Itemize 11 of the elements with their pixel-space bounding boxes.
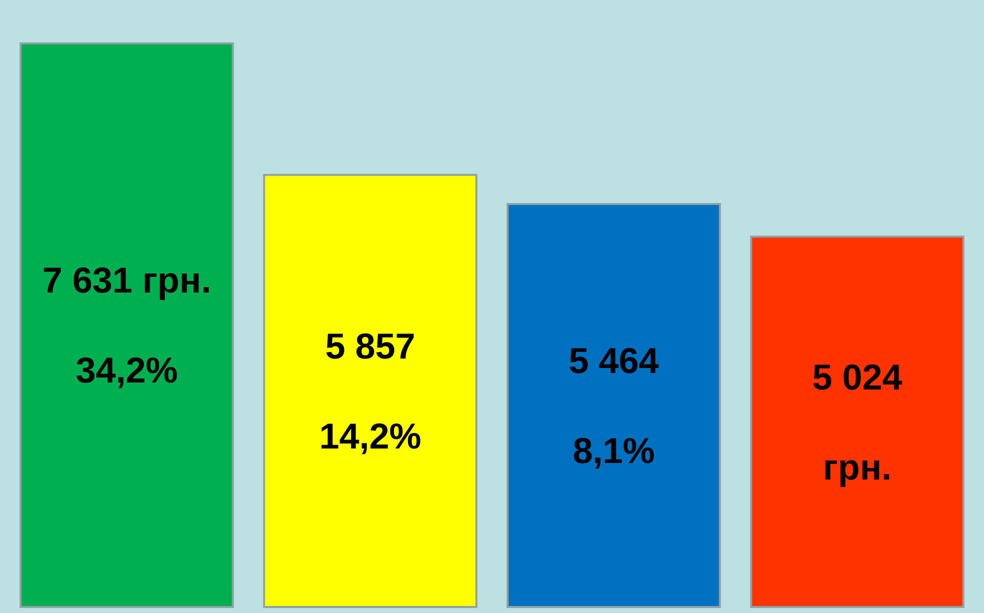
bar xyxy=(20,42,234,608)
data-label: 5 857 xyxy=(325,325,416,366)
annotation: 14,2% xyxy=(319,415,422,456)
data-label: 5 464 xyxy=(568,340,659,381)
annotation: 8,1% xyxy=(572,430,655,471)
bar xyxy=(506,202,721,608)
bar xyxy=(263,174,478,608)
text: 5 024 грн. xyxy=(812,356,902,488)
annotation: 34,2% xyxy=(76,350,178,391)
data-label: 7 631 грн. xyxy=(42,260,212,301)
bar xyxy=(750,236,964,608)
